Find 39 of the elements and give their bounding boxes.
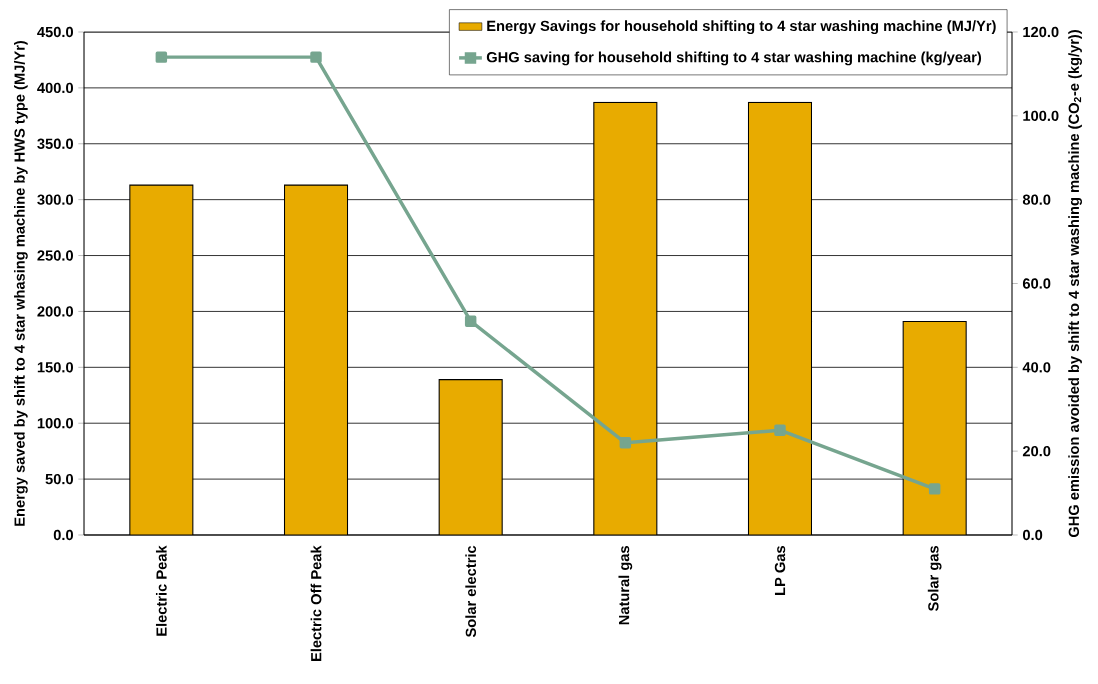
point [310, 51, 322, 63]
y-tick-label: 400.0 [37, 82, 73, 94]
bar [283, 184, 349, 535]
y-tick-label: 50.0 [45, 473, 73, 485]
y2-tick-label: 0.0 [1022, 529, 1043, 541]
y2-tick-label: 20.0 [1022, 445, 1051, 457]
bar [902, 320, 967, 535]
y2-tick-label: 100.0 [1023, 110, 1059, 122]
bar [438, 379, 503, 535]
bar [747, 101, 813, 535]
y-axis-title: Energy saved by shift to 4 star whasing machine by HWS type (MJ/Yr) [14, 40, 28, 526]
point [155, 51, 168, 63]
point [464, 315, 477, 327]
y-tick-label: 200.0 [37, 306, 73, 317]
legend-label: Energy Savings for household shifting to 4 star washing machine (MJ/Yr) [487, 20, 996, 35]
x-tick-label: Natural gas [618, 546, 633, 625]
y-tick-label: 0.0 [53, 529, 73, 541]
y2-tick-label: 120.0 [1023, 26, 1059, 38]
y-tick-label: 450.0 [37, 26, 73, 38]
point [619, 437, 632, 449]
y2-tick-label: 80.0 [1022, 194, 1051, 205]
x-tick-label: Electric Peak [155, 545, 167, 636]
point [774, 424, 786, 436]
y-tick-label: 350.0 [37, 138, 73, 149]
y2-axis-title: GHG emission avoided by shift to 4 star washing machine (CO$_{2}$-e (kg/yr)) [1068, 30, 1082, 538]
bar [593, 101, 658, 535]
x-tick-label: Solar gas [927, 546, 942, 611]
y2-tick-label: 60.0 [1022, 278, 1051, 289]
point [928, 483, 941, 495]
x-tick-label: Solar electric [465, 545, 477, 638]
y-tick-label: 250.0 [37, 250, 73, 261]
y2-tick-label: 40.0 [1022, 362, 1051, 373]
y-tick-label: 100.0 [37, 418, 73, 429]
x-tick-label: Electric Off Peak [310, 545, 322, 661]
y-tick-label: 300.0 [37, 194, 73, 205]
y-tick-label: 150.0 [37, 362, 73, 373]
legend-label: GHG saving for household shifting to 4 star washing machine (kg/year) [486, 51, 982, 66]
x-tick-label: LP Gas [774, 546, 786, 595]
bar [129, 184, 194, 535]
